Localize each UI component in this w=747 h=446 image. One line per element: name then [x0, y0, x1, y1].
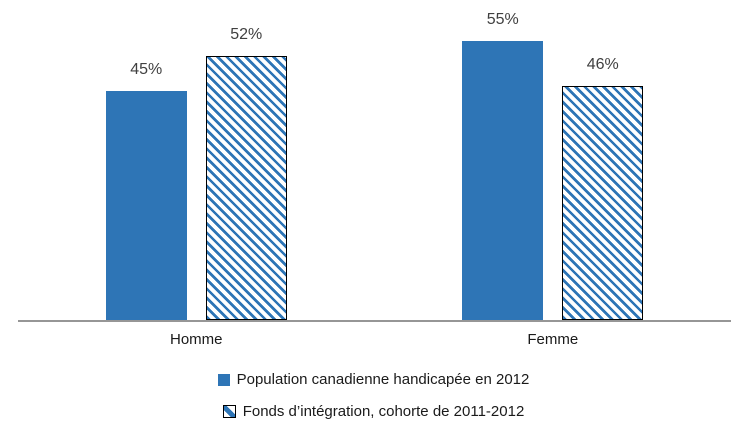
bar-solid-homme [105, 91, 187, 320]
legend-label-population: Population canadienne handicapée en 2012 [236, 371, 530, 388]
bar-column: 55% [462, 11, 544, 320]
plot-area: 45% 52% 55% 46% [18, 0, 731, 322]
bar-hatch-femme [562, 86, 644, 320]
category-label-homme: Homme [169, 331, 223, 348]
bar-solid-femme [462, 41, 544, 320]
data-label: 52% [230, 26, 263, 43]
legend: Population canadienne handicapée en 2012… [0, 371, 747, 420]
bar-group-homme: 45% 52% [18, 0, 375, 320]
bar-column: 46% [562, 56, 644, 320]
legend-item-population: Population canadienne handicapée en 2012 [217, 371, 530, 388]
data-label: 46% [586, 56, 619, 73]
data-label: 55% [486, 11, 519, 28]
category-row: Homme Femme [18, 331, 731, 348]
category-label-femme: Femme [527, 331, 579, 348]
legend-swatch-solid-icon [217, 373, 230, 386]
bar-hatch-homme [205, 56, 287, 320]
legend-swatch-hatch-icon [222, 405, 236, 418]
bar-column: 45% [105, 61, 187, 320]
bar-group-femme: 55% 46% [375, 0, 732, 320]
data-label: 45% [130, 61, 163, 78]
bar-column: 52% [205, 26, 287, 320]
legend-label-fonds: Fonds d’intégration, cohorte de 2011-201… [242, 403, 525, 420]
legend-item-fonds: Fonds d’intégration, cohorte de 2011-201… [222, 403, 525, 420]
